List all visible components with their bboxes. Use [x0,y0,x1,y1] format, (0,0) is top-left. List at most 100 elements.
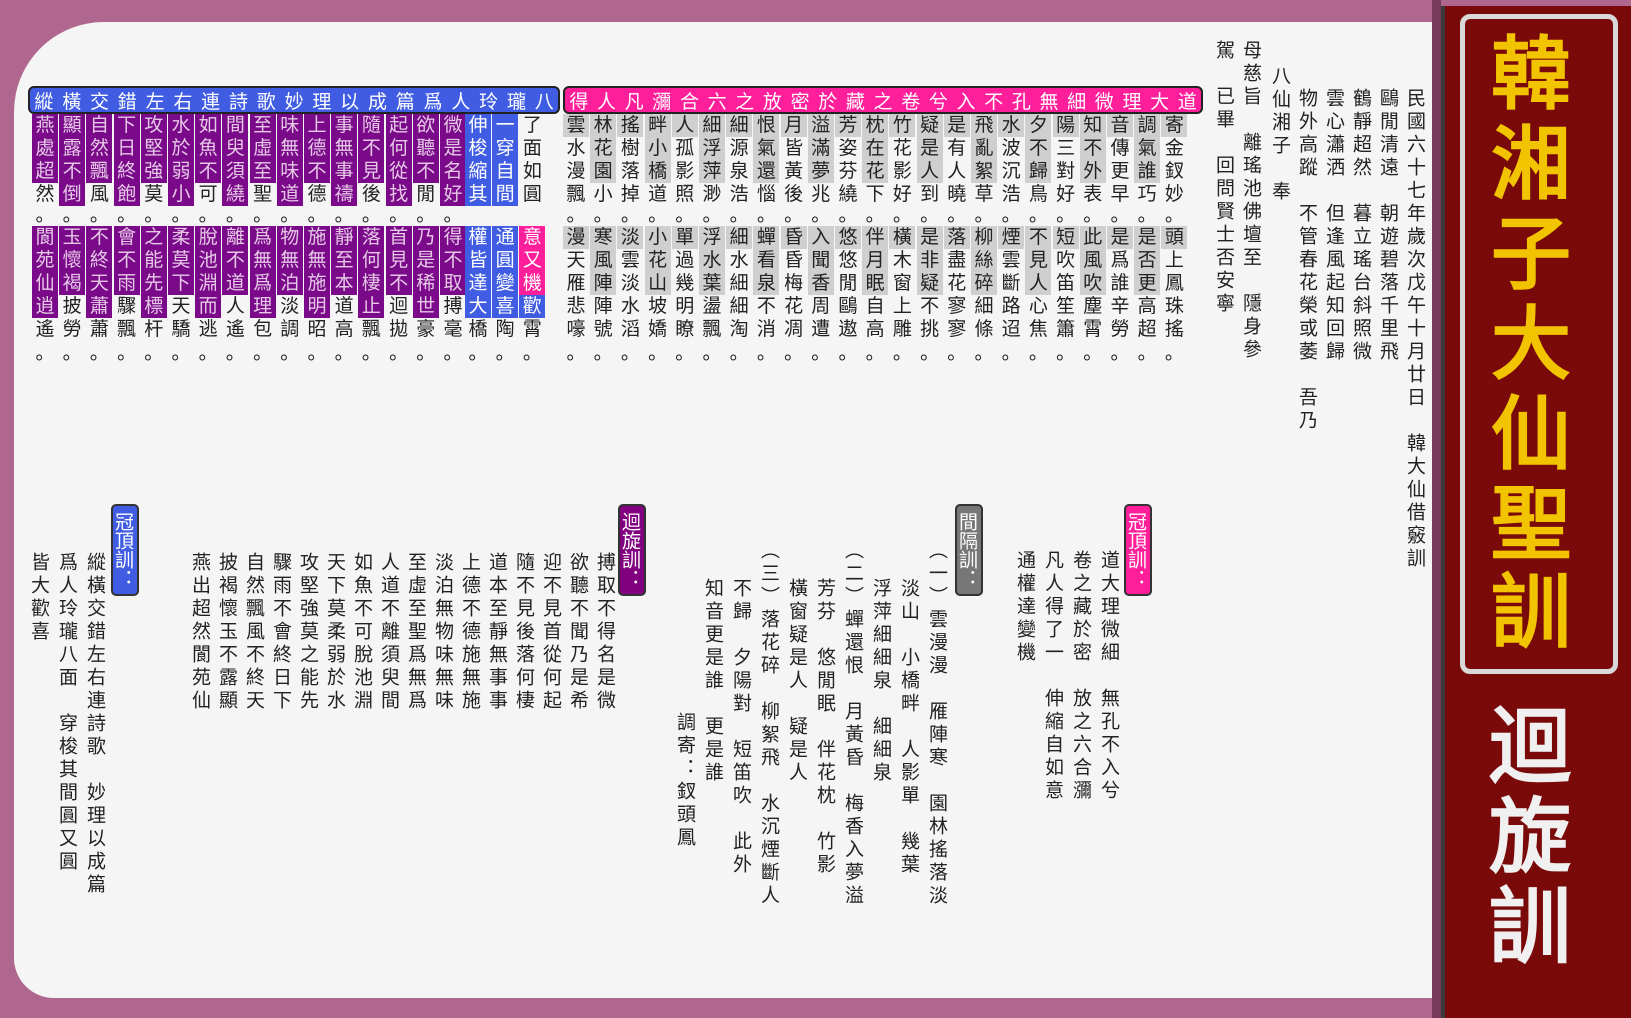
grid-char: 後 [361,183,381,205]
grid-char: 浩 [729,183,749,205]
grid-char: 止 [358,295,385,318]
grid-char: 眠 [862,272,889,295]
grid-char: 入 [807,226,834,249]
grid-char: 上 [892,295,912,317]
grid-char: 而 [195,295,222,318]
grid-char: 機 [519,272,546,295]
grid-char: 淡 [617,226,644,249]
header-line: 八仙湘子 奉 [1269,66,1291,204]
crown-poem-line: 通權達變機 [1014,550,1036,665]
grid-char: 園 [590,160,617,183]
grid-char: 三 [1056,137,1076,159]
grid-char: 不 [412,160,439,183]
grid-char: 外 [1079,160,1106,183]
grid-char: 道 [648,183,668,205]
interval-poem-line: （三）落花碎 柳絮飛 水沉煙斷人 [758,540,780,908]
ribbon-char: 不 [984,90,1004,113]
grid-char: 嬌 [648,318,668,340]
title-char: 訓 [1491,565,1571,659]
ribbon-char: 爲 [423,90,443,113]
grid-char: 道 [334,295,354,317]
ribbon-char: 連 [201,90,221,113]
return-poem-line: 天下莫柔弱於水 [324,552,346,713]
grid-char: 。 [1110,342,1130,364]
grid-char: 人 [225,295,245,317]
grid-char: 世 [412,295,439,318]
return-poem-line: 人道不離須臾間 [378,552,400,713]
grid-char: 爲 [249,272,276,295]
ribbon-char: 之 [735,90,755,113]
grid-char: 。 [620,342,640,364]
grid-char: 斷 [1001,272,1021,294]
ribbon-pink-top: 得人凡瀰合六之放密於藏之卷兮入不孔無細微理大道 [563,86,1203,114]
grid-char: 誰 [1134,160,1161,183]
return-poem-line: 攻堅強莫之能先 [297,552,319,713]
grid-char: 此 [1079,226,1106,249]
grid-char: 脫 [195,226,222,249]
grid-char: 首 [385,226,412,249]
grid-char: 。 [1137,204,1157,226]
interval-poem-line: 芳芬 悠閒眠 伴花枕 竹影 [814,578,836,877]
grid-char: 臾 [222,137,249,160]
header-line: 駕 已畢 回問賢士否安寧 [1213,40,1235,316]
grid-char: 金 [1164,137,1184,159]
grid-char: 笛 [1056,272,1076,294]
grid-char: 調 [1134,114,1161,137]
grid-char: 到 [920,183,940,205]
grid-char: 風 [1079,249,1106,272]
grid-char: 。 [974,342,994,364]
ribbon-char: 詩 [228,90,248,113]
grid-char: 。 [593,342,613,364]
grid-char: 雕 [892,318,912,340]
grid-char: 圓 [492,249,519,272]
grid-char: 。 [675,204,695,226]
grid-char: 漫 [563,226,589,249]
grid-char: 。 [1110,204,1130,226]
grid-char: 無 [276,137,303,160]
ribbon-char: 篇 [395,90,415,113]
grid-char: 。 [620,204,640,226]
grid-char: 閬 [32,226,58,249]
grid-char: 萍 [699,160,725,183]
grid-char: 歡 [519,295,545,318]
grid-char: 調 [280,318,300,340]
grid-char: 之 [140,226,167,249]
grid-char: 仙 [32,272,58,295]
grid-char: 玉 [59,226,86,249]
grid-char: 惱 [756,183,776,205]
return-poem-line: 披褐懷玉不露顯 [216,552,238,713]
grid-char: 攻 [140,114,167,137]
ribbon-char: 無 [1039,90,1059,113]
return-poem-line: 上德不德施無施 [459,552,481,713]
grid-char: 包 [253,318,273,340]
grid-char: 靜 [331,226,358,249]
grid-char: 。 [1164,342,1184,364]
grid-char: 煙 [998,226,1025,249]
grid-char: 月 [780,114,807,137]
grid-char: 照 [675,183,695,205]
grid-char: 微 [440,114,466,137]
grid-char: 恨 [753,114,780,137]
title-char: 大 [1491,297,1571,391]
grid-char: 魚 [195,137,222,160]
ribbon-char: 藏 [845,90,865,113]
grid-char: 柳 [971,226,997,249]
grid-char: 先 [140,272,167,295]
grid-char: 好 [892,183,912,205]
grid-char: 勞 [1110,318,1130,340]
grid-char: 更 [1134,272,1161,295]
grid-char: 孤 [675,137,695,159]
grid-char: 穿 [492,137,519,160]
grid-char: 懷 [59,249,86,272]
grid-char: 盡 [947,249,967,271]
grid-char: 早 [1110,183,1130,205]
grid-char: 橋 [644,160,671,183]
grid-char: 聽 [412,137,439,160]
grid-char: 意 [519,226,546,249]
grid-char: 離 [222,226,249,249]
grid-char: 有 [947,137,967,159]
interval-poem-line: 淡山 小橋畔 人影單 幾葉 [898,578,920,877]
grid-char: 心 [1028,295,1048,317]
grid-char: 杆 [144,318,164,340]
grid-char: 拋 [389,318,409,340]
